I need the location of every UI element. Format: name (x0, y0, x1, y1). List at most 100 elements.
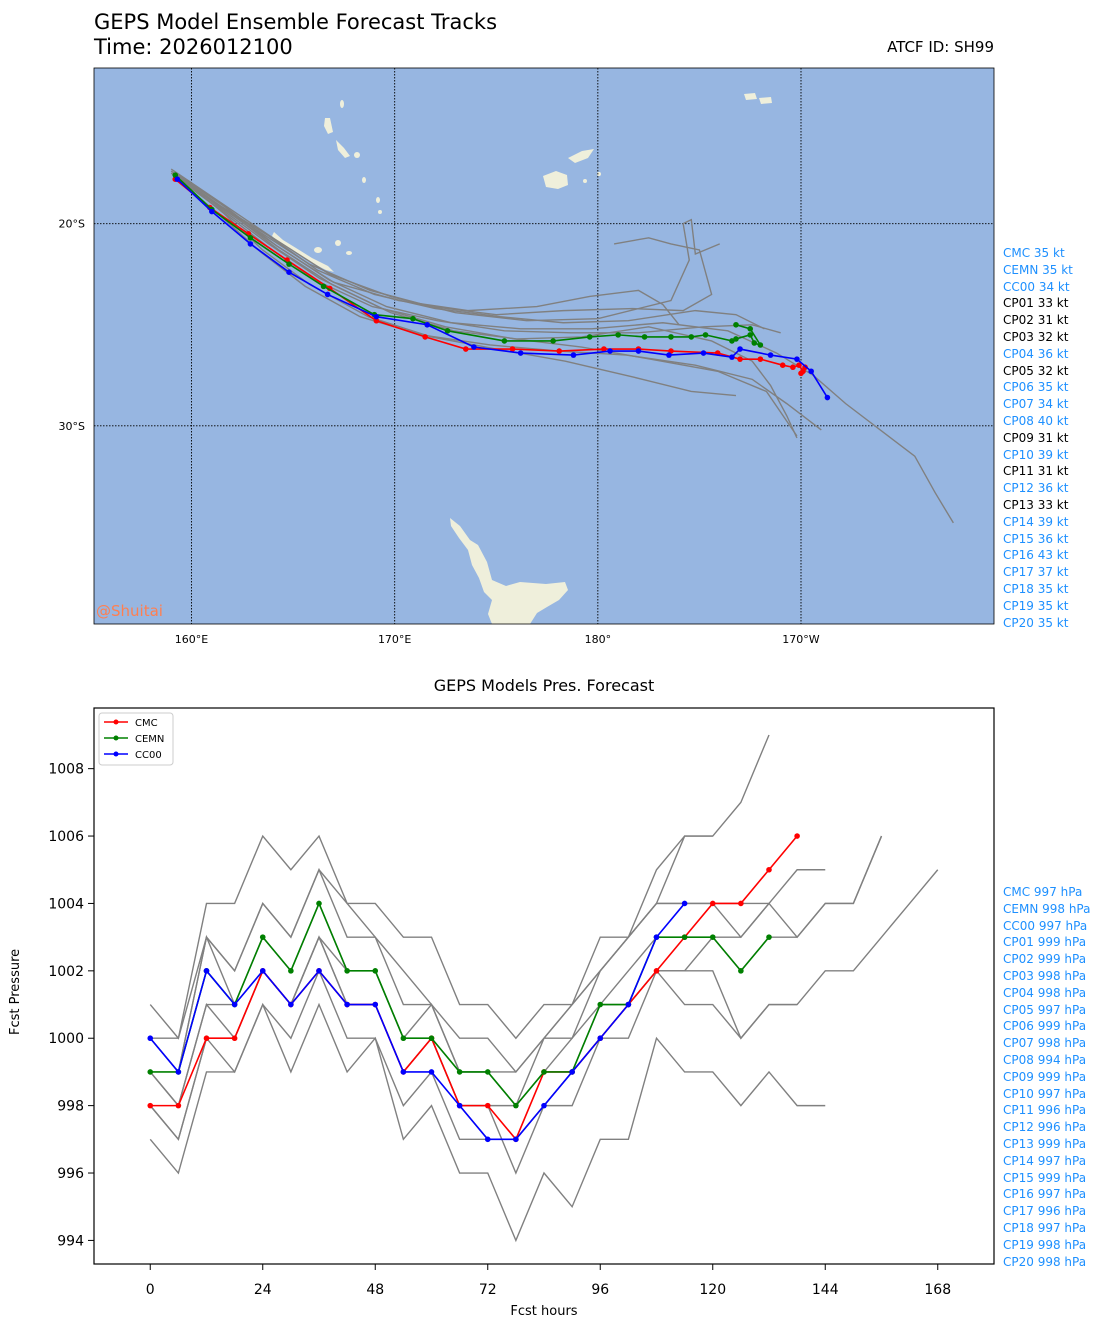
wind-entry: CP05 32 kt (1003, 363, 1069, 378)
pressure-entry: CP11 996 hPa (1003, 1103, 1087, 1118)
track-point-cmc (798, 370, 804, 377)
watermark: @Shuitai (96, 602, 163, 620)
track-point-cmc (737, 356, 743, 362)
wind-entry: CP10 39 kt (1003, 447, 1069, 462)
pressure-point-cmc (231, 1035, 238, 1042)
land-vanuatu-6 (376, 197, 380, 203)
y-axis-label-text: Fcst Pressure (8, 948, 23, 1035)
pressure-point-cemn (344, 968, 350, 974)
pressure-point-cc00 (653, 934, 660, 940)
pressure-point-cemn (456, 1069, 463, 1075)
pressure-entry: CP12 996 hPa (1003, 1120, 1087, 1135)
track-point-cemn (410, 315, 416, 322)
y-tick-label: 1004 (48, 896, 84, 912)
pressure-point-cc00 (428, 1069, 435, 1075)
track-point-cmc (790, 364, 796, 371)
pressure-member-4 (149, 835, 883, 1108)
lon-label: 170°E (378, 633, 411, 646)
legend-label: CC00 (135, 750, 162, 761)
pressure-point-cc00 (681, 900, 688, 907)
pressure-point-cc00 (400, 1069, 407, 1075)
x-axis-label: Fcst hours (510, 1304, 578, 1319)
pressure-point-cmc (259, 968, 266, 974)
pressure-point-cc00 (203, 968, 210, 974)
pressure-list: CMC 997 hPa CEMN 998 hPa CC00 997 hPa CP01 … (1003, 884, 1090, 1270)
member-tracks (170, 168, 954, 524)
legend-marker (113, 735, 119, 741)
track-point-cemn (668, 334, 674, 340)
pressure-entry: CP05 997 hPa (1003, 1002, 1087, 1017)
track-point-cc00 (247, 241, 254, 247)
wind-entry: CC00 34 kt (1003, 279, 1070, 294)
wind-entry: CP04 36 kt (1003, 346, 1069, 361)
lon-label: 170°W (782, 633, 819, 646)
member-track-9 (172, 174, 781, 334)
track-point-cemn (286, 261, 292, 267)
pressure-axes: 0 24 48 72 96 120 144 168 994 996 998 1000 1002 1004 1… (48, 762, 951, 1298)
pressure-point-cmc (569, 1069, 575, 1075)
map-title: GEPS Model Ensemble Forecast Tracks (94, 10, 498, 34)
wind-entry: CP18 35 kt (1003, 581, 1069, 596)
track-point-cc00 (324, 291, 331, 298)
track-point-cemn (688, 334, 695, 340)
track-cc00 (176, 178, 829, 398)
land-vanuatu-7 (378, 210, 382, 214)
wind-entry: CMC 35 kt (1003, 246, 1065, 260)
pressure-point-cc00 (541, 1102, 547, 1109)
pressure-point-cmc (625, 1001, 632, 1008)
track-point-cc00 (794, 356, 800, 362)
x-tick-label: 144 (812, 1282, 839, 1298)
pressure-entry: CP19 998 hPa (1003, 1237, 1087, 1252)
land-masses (272, 93, 772, 624)
pressure-point-cemn (653, 934, 660, 940)
pressure-entry: CP01 999 hPa (1003, 935, 1087, 950)
track-point-cemn (747, 332, 754, 338)
pressure-member-2 (150, 734, 770, 1040)
pressure-chart-title: GEPS Models Pres. Forecast (433, 676, 655, 695)
pressure-entry: CP04 998 hPa (1003, 985, 1087, 1000)
pressure-point-cemn (175, 1069, 182, 1075)
pressure-point-cc00 (147, 1035, 154, 1042)
y-tick-label: 998 (57, 1099, 84, 1115)
pressure-point-cc00 (344, 1001, 350, 1008)
wind-entry: CEMN 35 kt (1003, 262, 1073, 277)
pressure-entry: CP10 997 hPa (1003, 1086, 1087, 1101)
land-fiji-vanualevu (568, 149, 594, 163)
chart-frame (93, 707, 995, 1265)
track-point-cmc (796, 362, 802, 369)
y-tick-label: 1008 (48, 762, 84, 778)
wind-entry: CP01 33 kt (1003, 296, 1069, 311)
pressure-entry: CP09 999 hPa (1003, 1069, 1087, 1084)
y-tick-label: 996 (57, 1166, 84, 1182)
pressure-point-cmc (344, 1001, 350, 1008)
pressure-point-cmc (147, 1102, 154, 1109)
wind-entry: CP08 40 kt (1003, 413, 1069, 428)
track-point-cmc (779, 362, 786, 369)
pressure-point-cmc (484, 1102, 491, 1109)
pressure-legend: CMC CEMN CC00 (98, 712, 174, 766)
pressure-member-1 (149, 835, 713, 1074)
pressure-point-cmc (288, 1001, 294, 1008)
track-point-cc00 (729, 354, 735, 360)
x-tick-label: 96 (591, 1282, 609, 1298)
x-tick-label: 24 (254, 1282, 272, 1298)
pressure-entry: CEMN 998 hPa (1003, 901, 1091, 916)
wind-entry: CP13 33 kt (1003, 497, 1069, 512)
pressure-point-cmc (203, 1035, 210, 1042)
track-point-cemn (615, 332, 621, 338)
land-vanuatu-5 (362, 177, 366, 183)
pressure-entry: CP20 998 hPa (1003, 1254, 1087, 1269)
track-point-cemn (247, 235, 254, 241)
track-point-cemn (641, 334, 648, 340)
wind-entry: CP20 35 kt (1003, 615, 1069, 630)
pressure-member-9 (149, 935, 798, 1141)
pressure-entry: CC00 997 hPa (1003, 918, 1088, 933)
track-point-cmc (462, 346, 469, 352)
wind-entry: CP16 43 kt (1003, 548, 1069, 563)
pressure-point-cemn (513, 1102, 519, 1109)
pressure-entry: CP16 997 hPa (1003, 1187, 1087, 1202)
pressure-point-cc00 (484, 1136, 491, 1143)
wind-list: CMC 35 kt CEMN 35 kt CC00 34 kt CP01 33 kt C… (1003, 245, 1073, 631)
pressure-point-cemn (400, 1035, 407, 1042)
pressure-point-cemn (288, 968, 294, 974)
